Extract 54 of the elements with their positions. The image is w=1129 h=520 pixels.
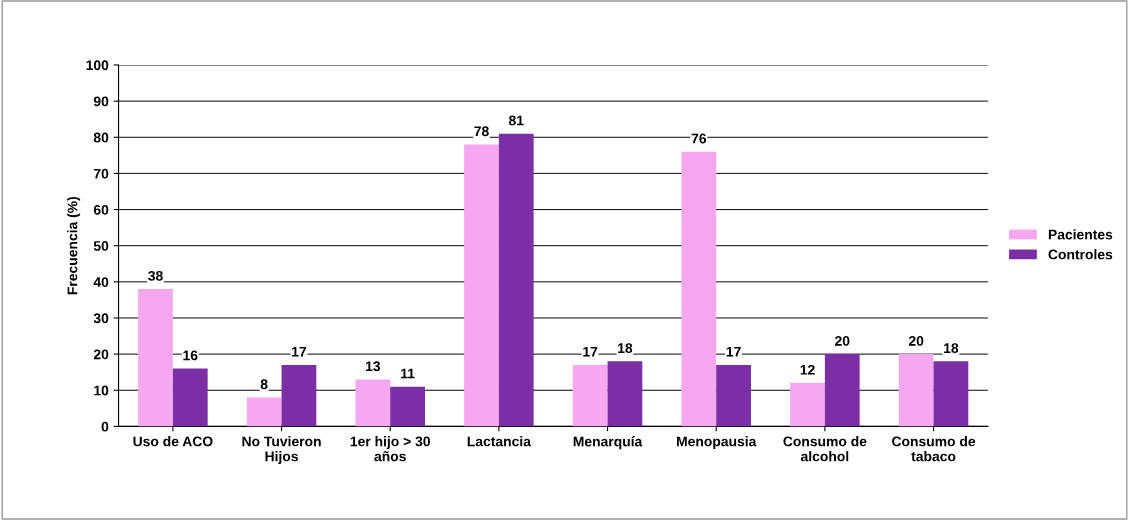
data-label: 13: [365, 361, 381, 372]
y-axis-title: Frecuencia (%): [67, 196, 81, 295]
data-label: 78: [474, 126, 489, 137]
x-tick-label: Consumo de tabaco: [892, 436, 976, 462]
y-tick-label: 70: [93, 168, 109, 179]
y-tick-label: 10: [94, 385, 109, 396]
data-label: 20: [908, 335, 924, 346]
x-tick-label: Menarquía: [573, 436, 643, 450]
bar: [138, 289, 173, 427]
legend-label: Controles: [1048, 249, 1113, 260]
y-tick-label: 20: [93, 349, 109, 360]
y-tick-label: 90: [93, 96, 109, 107]
bar: [281, 364, 317, 427]
data-label: 17: [292, 346, 307, 357]
x-tick-label: Uso de ACO: [133, 436, 213, 447]
data-label: 38: [148, 270, 163, 281]
data-label: 12: [800, 364, 815, 375]
x-tick-label: 1er hijo > 30 años: [350, 436, 430, 462]
bar: [790, 383, 825, 427]
y-tick-label: 0: [101, 421, 109, 432]
bar: [572, 364, 608, 427]
y-tick-label: 80: [93, 132, 109, 143]
bar: [681, 151, 717, 427]
y-tick-label: 40: [93, 277, 109, 288]
data-label: 16: [183, 350, 198, 361]
bar: [933, 361, 969, 427]
data-label: 11: [401, 368, 415, 379]
bar: [898, 354, 934, 427]
data-label: 76: [691, 133, 707, 144]
y-tick-label: 50: [93, 241, 109, 251]
data-label: 17: [583, 346, 598, 357]
bar: [498, 133, 534, 427]
data-label: 20: [835, 335, 850, 346]
x-tick-label: Menopausia: [677, 436, 757, 450]
bar: [607, 361, 643, 427]
data-label: 18: [618, 343, 633, 354]
x-tick-label: Lactancia: [467, 436, 531, 447]
y-tick-label: 30: [93, 313, 109, 324]
data-label: 8: [260, 379, 268, 390]
bar: [390, 386, 425, 427]
bar: [824, 354, 860, 427]
bar: [355, 379, 391, 427]
bar: [172, 368, 208, 427]
y-tick-label: 60: [93, 204, 109, 215]
x-tick-label: No Tuvieron Hijos: [242, 436, 321, 465]
data-label: 18: [944, 343, 959, 354]
bar: [716, 364, 751, 427]
bar: [464, 144, 499, 427]
data-label: 81: [508, 115, 524, 126]
y-tick-label: 100: [86, 60, 109, 71]
legend-label: Pacientes: [1048, 229, 1113, 240]
x-tick-label: Consumo de alcohol: [783, 436, 867, 462]
data-label: 17: [726, 346, 741, 357]
bar: [246, 397, 282, 427]
